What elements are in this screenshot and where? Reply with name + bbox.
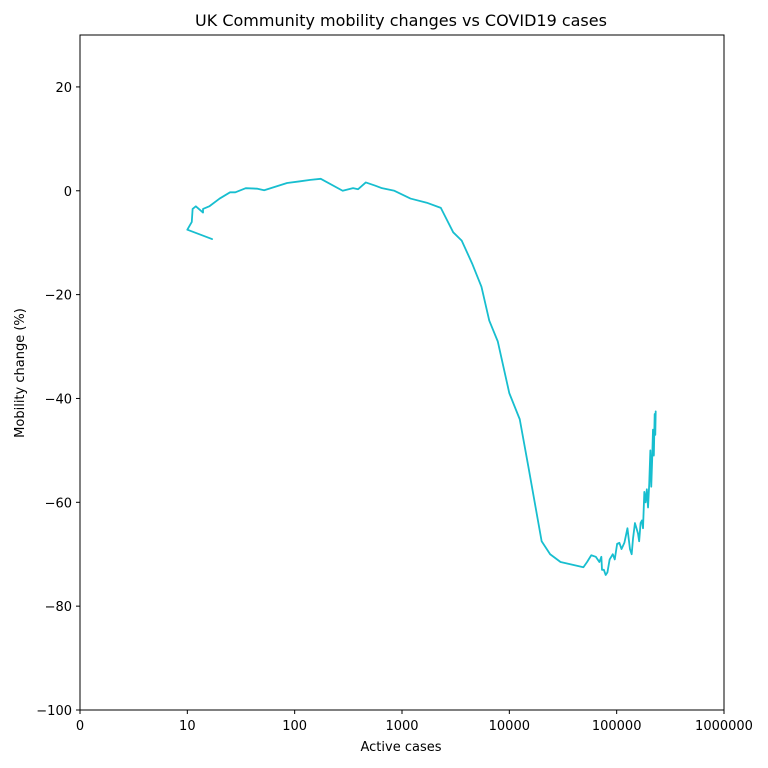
- y-tick-label: 20: [55, 81, 72, 96]
- y-tick-label: −100: [36, 704, 72, 719]
- y-tick-label: −40: [45, 392, 72, 407]
- plot-area: [186, 177, 657, 576]
- x-axis: 0 10 100 1000 10000 100000 1000000: [76, 710, 753, 734]
- y-tick-label: −20: [45, 289, 72, 304]
- y-tick-label: −60: [45, 496, 72, 511]
- x-tick-label: 100: [282, 719, 307, 734]
- x-tick-label: 10000: [489, 719, 530, 734]
- x-axis-label: Active cases: [360, 740, 441, 755]
- y-axis-label: Mobility change (%): [13, 308, 28, 438]
- y-tick-label: 0: [64, 185, 72, 200]
- x-tick-label: 1000: [385, 719, 418, 734]
- series-line-1: [186, 177, 657, 576]
- y-axis: 20 0 −20 −40 −60 −80 −100: [36, 81, 80, 719]
- x-tick-label: 100000: [592, 719, 642, 734]
- x-tick-label: 0: [76, 719, 84, 734]
- x-tick-label: 10: [179, 719, 196, 734]
- chart-title: UK Community mobility changes vs COVID19…: [195, 11, 607, 30]
- y-tick-label: −80: [45, 600, 72, 615]
- x-tick-label: 1000000: [695, 719, 753, 734]
